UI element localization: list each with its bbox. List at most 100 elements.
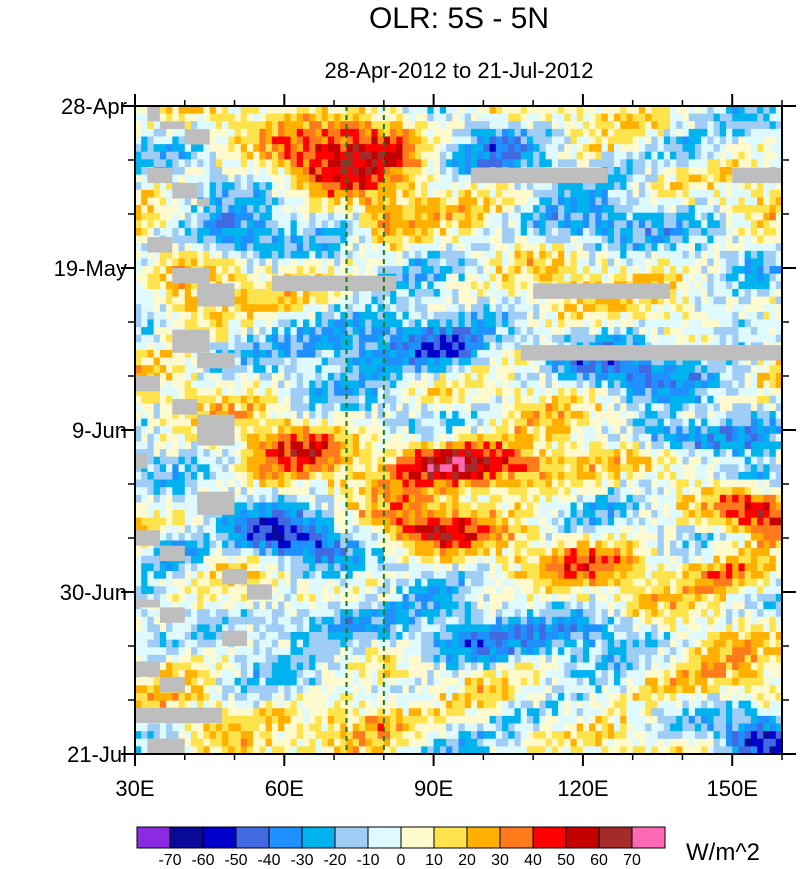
heatmap-cell: [402, 395, 410, 404]
heatmap-cell: [750, 182, 758, 191]
heatmap-cell: [402, 388, 410, 397]
heatmap-cell: [670, 220, 677, 229]
heatmap-cell: [576, 106, 584, 115]
heatmap-cell: [253, 464, 261, 473]
heatmap-cell: [253, 357, 261, 366]
heatmap-cell: [178, 441, 186, 450]
heatmap-cell: [178, 311, 186, 321]
heatmap-cell: [290, 174, 298, 183]
heatmap-cell: [551, 273, 559, 282]
heatmap-cell: [408, 365, 416, 374]
heatmap-cell: [719, 449, 727, 458]
heatmap-cell: [259, 349, 267, 359]
heatmap-cell: [701, 243, 708, 252]
heatmap-cell: [489, 243, 497, 252]
heatmap-cell: [234, 266, 242, 275]
heatmap-cell: [253, 159, 261, 168]
heatmap-cell: [452, 281, 460, 290]
heatmap-cell: [414, 174, 422, 183]
heatmap-cell: [284, 304, 292, 313]
heatmap-cell: [153, 273, 161, 282]
heatmap-cell: [365, 449, 372, 458]
heatmap-cell: [458, 166, 466, 176]
heatmap-cell: [414, 166, 422, 176]
heatmap-cell: [421, 304, 428, 313]
heatmap-cell: [763, 327, 771, 336]
heatmap-cell: [172, 288, 180, 298]
heatmap-cell: [558, 189, 565, 199]
heatmap-cell: [402, 342, 410, 351]
heatmap-cell: [414, 327, 422, 336]
heatmap-cell: [414, 304, 422, 313]
heatmap-cell: [495, 403, 503, 412]
heatmap-cell: [184, 243, 192, 252]
heatmap-cell: [390, 311, 397, 321]
heatmap-cell: [153, 250, 161, 260]
heatmap-cell: [222, 220, 229, 229]
heatmap-cell: [701, 136, 708, 145]
heatmap-cell: [396, 235, 404, 244]
heatmap-cell: [750, 205, 758, 214]
heatmap-cell: [383, 365, 391, 374]
heatmap-cell: [234, 182, 242, 191]
heatmap-cell: [315, 433, 323, 443]
heatmap-cell: [433, 311, 441, 321]
heatmap-cell: [601, 151, 609, 160]
heatmap-cell: [738, 227, 746, 237]
heatmap-cell: [551, 235, 559, 244]
heatmap-cell: [259, 281, 267, 290]
heatmap-cell: [576, 151, 584, 160]
heatmap-cell: [732, 250, 740, 260]
heatmap-cell: [439, 227, 447, 237]
heatmap-cell: [358, 395, 366, 404]
heatmap-cell: [296, 388, 304, 397]
heatmap-cell: [222, 166, 229, 176]
heatmap-cell: [141, 243, 149, 252]
heatmap-cell: [265, 304, 273, 313]
heatmap-cell: [166, 357, 173, 366]
heatmap-cell: [458, 106, 466, 115]
heatmap-cell: [595, 159, 603, 168]
heatmap-cell: [327, 388, 335, 397]
heatmap-cell: [414, 357, 422, 366]
heatmap-cell: [495, 121, 503, 130]
heatmap-cell: [514, 227, 522, 237]
heatmap-cell: [190, 258, 198, 267]
heatmap-cell: [166, 464, 173, 473]
heatmap-cell: [533, 227, 540, 237]
heatmap-cell: [141, 212, 149, 221]
heatmap-cell: [327, 311, 335, 321]
heatmap-cell: [184, 426, 192, 435]
heatmap-cell: [234, 281, 242, 290]
heatmap-cell: [246, 159, 254, 168]
heatmap-cell: [141, 357, 149, 366]
heatmap-cell: [495, 327, 503, 336]
heatmap-cell: [595, 182, 603, 191]
heatmap-cell: [533, 418, 540, 427]
heatmap-cell: [315, 327, 323, 336]
heatmap-cell: [433, 418, 441, 427]
heatmap-cell: [688, 273, 696, 282]
heatmap-cell: [309, 189, 317, 199]
heatmap-cell: [166, 197, 173, 206]
heatmap-cell: [701, 205, 708, 214]
heatmap-cell: [626, 334, 634, 343]
heatmap-cell: [582, 182, 590, 191]
heatmap-cell: [701, 365, 708, 374]
heatmap-cell: [439, 235, 447, 244]
heatmap-cell: [135, 266, 142, 275]
heatmap-cell: [271, 227, 279, 237]
heatmap-cell: [334, 189, 341, 199]
heatmap-cell: [732, 106, 740, 115]
heatmap-cell: [607, 106, 615, 115]
heatmap-cell: [694, 151, 702, 160]
heatmap-cell: [694, 144, 702, 153]
heatmap-cell: [278, 304, 285, 313]
heatmap-cell: [464, 128, 472, 138]
heatmap-cell: [707, 144, 715, 153]
heatmap-cell: [502, 441, 509, 450]
heatmap-cell: [172, 441, 180, 450]
heatmap-cell: [458, 227, 466, 237]
heatmap-cell: [159, 357, 167, 366]
heatmap-cell: [520, 426, 528, 435]
